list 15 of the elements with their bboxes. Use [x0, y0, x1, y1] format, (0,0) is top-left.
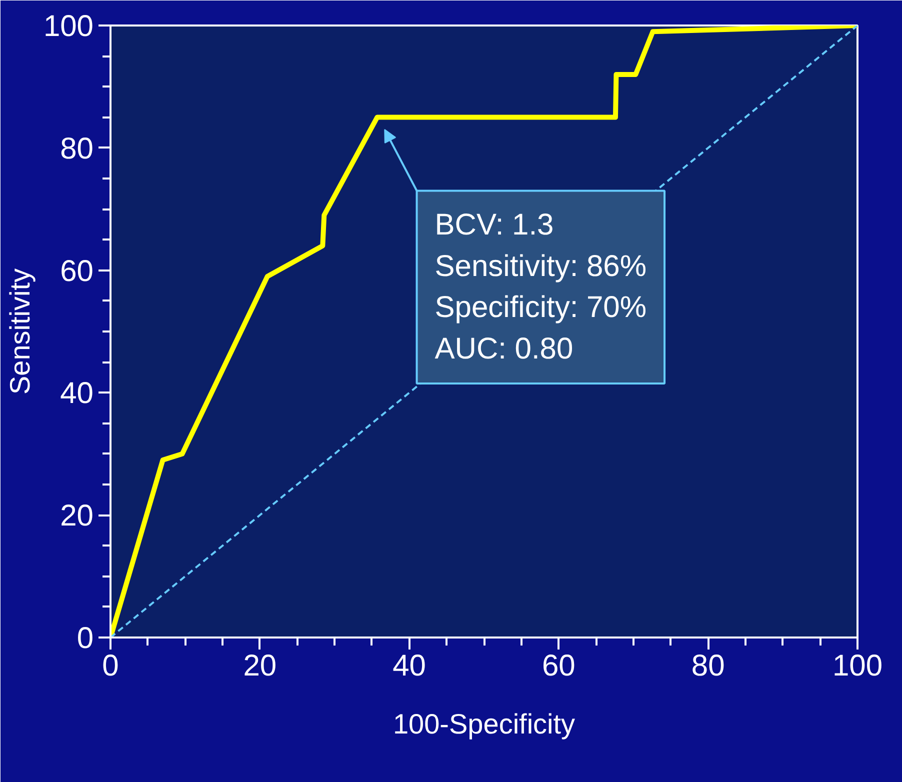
annotation: BCV: 1.3 Sensitivity: 86% Specificity: 70% AUC: 0.80 [434, 208, 647, 366]
y-tick-label: 20 [60, 500, 94, 533]
x-axis-title: 100-Specificity [392, 708, 576, 740]
y-tick-label: 0 [76, 622, 94, 655]
x-tick-label: 20 [243, 650, 277, 682]
x-tick-label: 0 [102, 650, 119, 682]
x-tick-label: 40 [392, 650, 426, 682]
y-tick-label: 100 [43, 10, 94, 43]
x-tick-label: 80 [691, 650, 725, 682]
y-axis-title: Sensitivity [4, 268, 36, 395]
x-tick-label: 60 [542, 650, 576, 682]
y-tick-label: 40 [60, 377, 94, 410]
y-tick-label: 80 [60, 132, 94, 166]
y-tick-label: 60 [60, 254, 94, 288]
x-tick-label: 100 [832, 650, 883, 682]
